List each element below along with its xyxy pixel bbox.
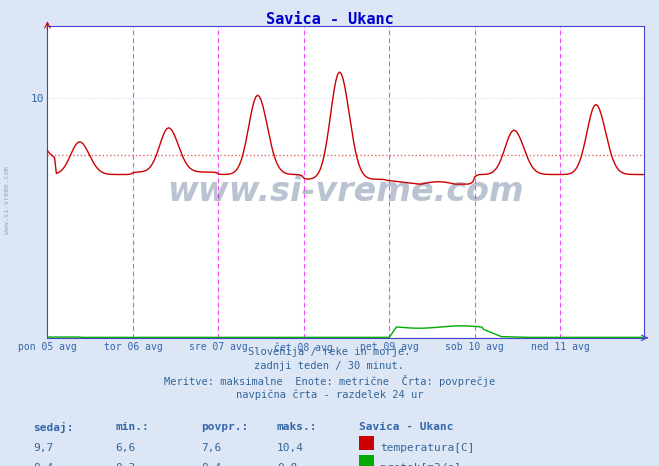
Text: 9,7: 9,7 bbox=[33, 443, 53, 453]
Text: pretok[m3/s]: pretok[m3/s] bbox=[380, 463, 461, 466]
Text: 0,3: 0,3 bbox=[115, 463, 136, 466]
Text: 0,4: 0,4 bbox=[201, 463, 221, 466]
Text: Slovenija / reke in morje.: Slovenija / reke in morje. bbox=[248, 347, 411, 357]
Text: 10,4: 10,4 bbox=[277, 443, 304, 453]
Text: Meritve: maksimalne  Enote: metrične  Črta: povprečje: Meritve: maksimalne Enote: metrične Črta… bbox=[164, 375, 495, 387]
Text: temperatura[C]: temperatura[C] bbox=[380, 443, 474, 453]
Text: Savica - Ukanc: Savica - Ukanc bbox=[359, 422, 453, 432]
Text: maks.:: maks.: bbox=[277, 422, 317, 432]
Text: 0,8: 0,8 bbox=[277, 463, 297, 466]
Text: povpr.:: povpr.: bbox=[201, 422, 248, 432]
Text: sedaj:: sedaj: bbox=[33, 422, 73, 433]
Text: www.si-vreme.com: www.si-vreme.com bbox=[167, 175, 524, 208]
Text: navpična črta - razdelek 24 ur: navpična črta - razdelek 24 ur bbox=[236, 389, 423, 400]
Text: 7,6: 7,6 bbox=[201, 443, 221, 453]
Text: zadnji teden / 30 minut.: zadnji teden / 30 minut. bbox=[254, 361, 405, 371]
Text: min.:: min.: bbox=[115, 422, 149, 432]
Text: 6,6: 6,6 bbox=[115, 443, 136, 453]
Text: www.si-vreme.com: www.si-vreme.com bbox=[3, 166, 10, 234]
Text: Savica - Ukanc: Savica - Ukanc bbox=[266, 12, 393, 27]
Text: 0,4: 0,4 bbox=[33, 463, 53, 466]
